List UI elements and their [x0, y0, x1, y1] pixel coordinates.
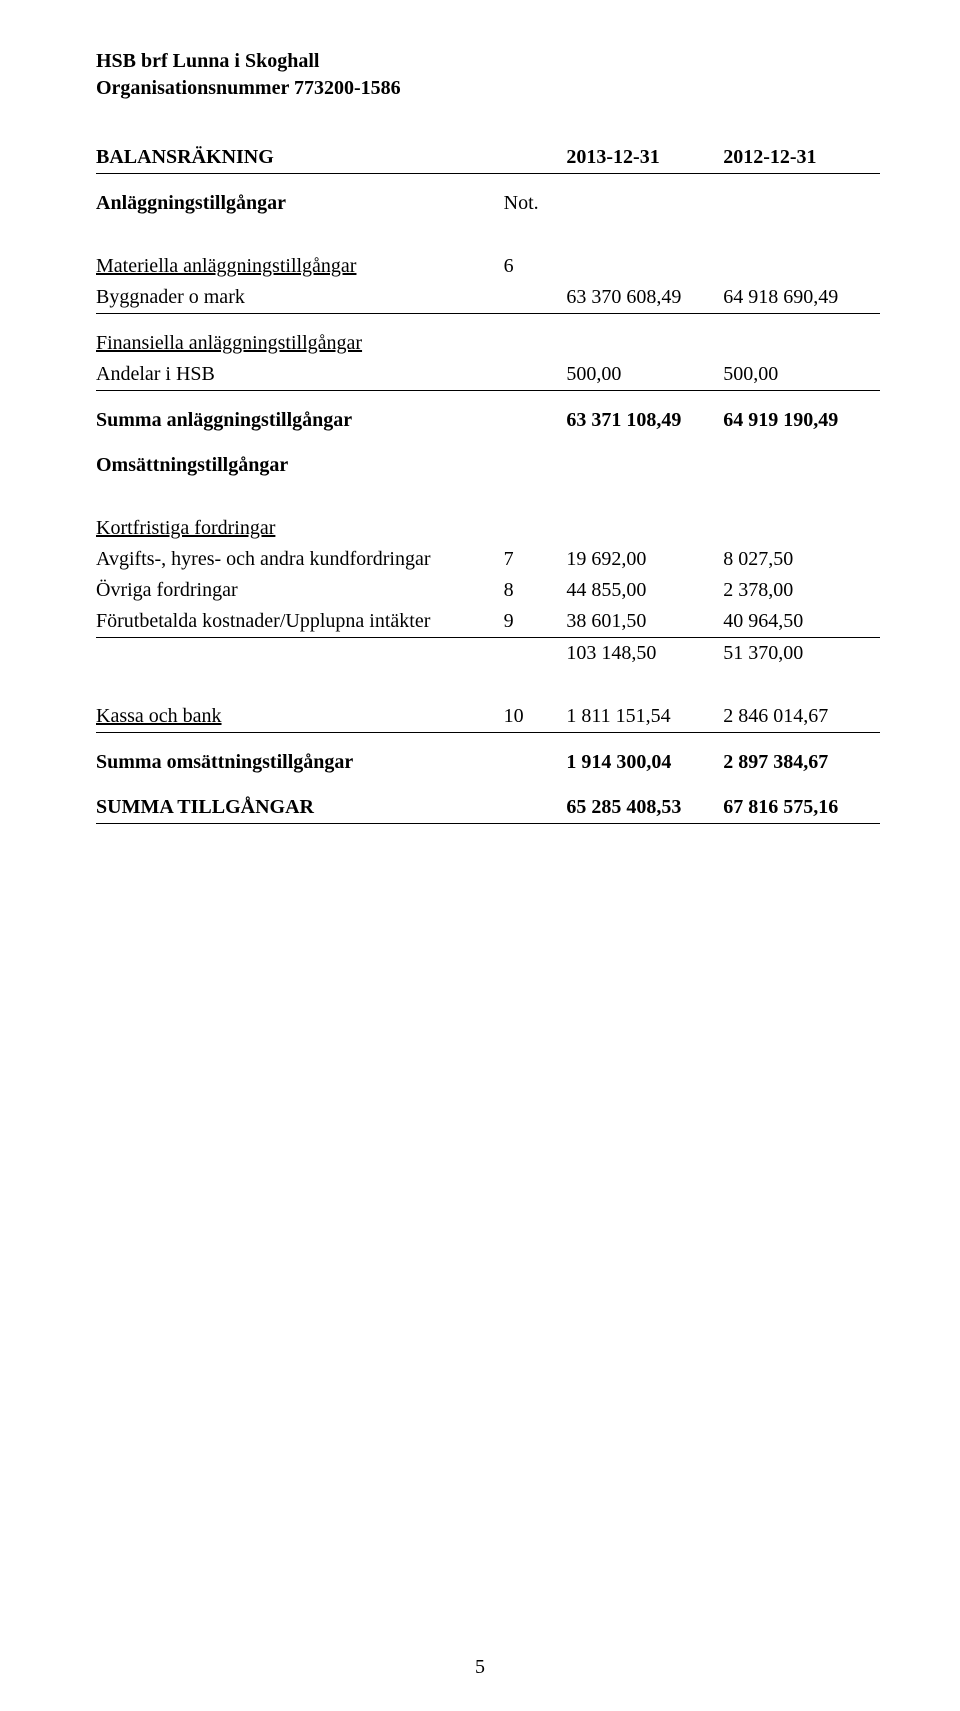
- empty-cell: [504, 282, 567, 314]
- spacer: [96, 481, 880, 513]
- spacer: [96, 669, 880, 701]
- ovriga-note: 8: [504, 575, 567, 606]
- balance-title: BALANSRÄKNING: [96, 142, 504, 174]
- empty-cell: [723, 450, 880, 481]
- spacer: [96, 436, 880, 450]
- avgifts-label: Avgifts-, hyres- och andra kundfordringa…: [96, 544, 504, 575]
- avgifts-y2: 8 027,50: [723, 544, 880, 575]
- summa-omsattning-y2: 2 897 384,67: [723, 747, 880, 778]
- empty-cell: [504, 405, 567, 436]
- spacer: [96, 733, 880, 748]
- omsattning-heading: Omsättningstillgångar: [96, 450, 504, 481]
- row-summa-omsattning: Summa omsättningstillgångar 1 914 300,04…: [96, 747, 880, 778]
- materiella-heading: Materiella anläggningstillgångar: [96, 255, 356, 277]
- col-year-1: 2013-12-31: [566, 142, 723, 174]
- anlaggning-heading: Anläggningstillgångar: [96, 188, 504, 219]
- ovriga-y2: 2 378,00: [723, 575, 880, 606]
- row-omsattning-heading: Omsättningstillgångar: [96, 450, 880, 481]
- title-row: BALANSRÄKNING 2013-12-31 2012-12-31: [96, 142, 880, 174]
- andelar-label: Andelar i HSB: [96, 359, 504, 391]
- byggnader-y1: 63 370 608,49: [566, 282, 723, 314]
- row-kassa-bank: Kassa och bank 10 1 811 151,54 2 846 014…: [96, 701, 880, 733]
- kortfristiga-sum-y2: 51 370,00: [723, 638, 880, 670]
- col-year-2: 2012-12-31: [723, 142, 880, 174]
- empty-cell: [504, 747, 567, 778]
- row-avgifts: Avgifts-, hyres- och andra kundfordringa…: [96, 544, 880, 575]
- empty-cell: [566, 188, 723, 219]
- row-byggnader: Byggnader o mark 63 370 608,49 64 918 69…: [96, 282, 880, 314]
- row-forutbetalda: Förutbetalda kostnader/Upplupna intäkter…: [96, 606, 880, 638]
- empty-cell: [723, 188, 880, 219]
- andelar-y2: 500,00: [723, 359, 880, 391]
- kassa-bank-note: 10: [504, 701, 567, 733]
- kortfristiga-heading: Kortfristiga fordringar: [96, 517, 275, 539]
- org-header: HSB brf Lunna i Skoghall Organisationsnu…: [96, 48, 880, 102]
- summa-tillgangar-y2: 67 816 575,16: [723, 792, 880, 824]
- row-kortfristiga-sum: 103 148,50 51 370,00: [96, 638, 880, 670]
- materiella-note: 6: [504, 251, 567, 282]
- kassa-bank-y2: 2 846 014,67: [723, 701, 880, 733]
- org-name: HSB brf Lunna i Skoghall: [96, 48, 880, 75]
- empty-cell: [723, 251, 880, 282]
- row-anlaggning-heading: Anläggningstillgångar Not.: [96, 188, 880, 219]
- finansiella-heading: Finansiella anläggningstillgångar: [96, 332, 362, 354]
- page: HSB brf Lunna i Skoghall Organisationsnu…: [0, 0, 960, 1711]
- row-ovriga-fordringar: Övriga fordringar 8 44 855,00 2 378,00: [96, 575, 880, 606]
- balance-sheet-table: BALANSRÄKNING 2013-12-31 2012-12-31 Anlä…: [96, 142, 880, 824]
- spacer: [96, 314, 880, 329]
- summa-anlaggning-y1: 63 371 108,49: [566, 405, 723, 436]
- row-materiella-heading: Materiella anläggningstillgångar 6: [96, 251, 880, 282]
- empty-cell: [566, 251, 723, 282]
- andelar-y1: 500,00: [566, 359, 723, 391]
- kassa-bank-label: Kassa och bank: [96, 705, 222, 727]
- summa-tillgangar-y1: 65 285 408,53: [566, 792, 723, 824]
- page-number: 5: [0, 1654, 960, 1681]
- summa-anlaggning-label: Summa anläggningstillgångar: [96, 405, 504, 436]
- row-summa-tillgangar: SUMMA TILLGÅNGAR 65 285 408,53 67 816 57…: [96, 792, 880, 824]
- note-header: Not.: [504, 188, 567, 219]
- row-finansiella-heading: Finansiella anläggningstillgångar: [96, 328, 880, 359]
- byggnader-label: Byggnader o mark: [96, 282, 504, 314]
- ovriga-y1: 44 855,00: [566, 575, 723, 606]
- forutbetalda-label: Förutbetalda kostnader/Upplupna intäkter: [96, 606, 504, 638]
- spacer: [96, 174, 880, 189]
- empty-cell: [504, 142, 567, 174]
- row-andelar: Andelar i HSB 500,00 500,00: [96, 359, 880, 391]
- empty-cell: [504, 359, 567, 391]
- row-summa-anlaggning: Summa anläggningstillgångar 63 371 108,4…: [96, 405, 880, 436]
- spacer: [96, 391, 880, 406]
- kassa-bank-y1: 1 811 151,54: [566, 701, 723, 733]
- row-kortfristiga-heading: Kortfristiga fordringar: [96, 513, 880, 544]
- kortfristiga-sum-y1: 103 148,50: [566, 638, 723, 670]
- empty-cell: [723, 513, 880, 544]
- empty-cell: [504, 328, 567, 359]
- org-number: Organisationsnummer 773200-1586: [96, 75, 880, 102]
- empty-cell: [96, 638, 504, 670]
- forutbetalda-note: 9: [504, 606, 567, 638]
- ovriga-label: Övriga fordringar: [96, 575, 504, 606]
- forutbetalda-y1: 38 601,50: [566, 606, 723, 638]
- empty-cell: [504, 450, 567, 481]
- spacer: [96, 778, 880, 792]
- summa-tillgangar-label: SUMMA TILLGÅNGAR: [96, 792, 504, 824]
- empty-cell: [566, 513, 723, 544]
- empty-cell: [566, 328, 723, 359]
- avgifts-note: 7: [504, 544, 567, 575]
- empty-cell: [504, 792, 567, 824]
- empty-cell: [723, 328, 880, 359]
- spacer: [96, 219, 880, 251]
- empty-cell: [504, 638, 567, 670]
- forutbetalda-y2: 40 964,50: [723, 606, 880, 638]
- empty-cell: [566, 450, 723, 481]
- summa-omsattning-label: Summa omsättningstillgångar: [96, 747, 504, 778]
- avgifts-y1: 19 692,00: [566, 544, 723, 575]
- summa-anlaggning-y2: 64 919 190,49: [723, 405, 880, 436]
- byggnader-y2: 64 918 690,49: [723, 282, 880, 314]
- summa-omsattning-y1: 1 914 300,04: [566, 747, 723, 778]
- empty-cell: [504, 513, 567, 544]
